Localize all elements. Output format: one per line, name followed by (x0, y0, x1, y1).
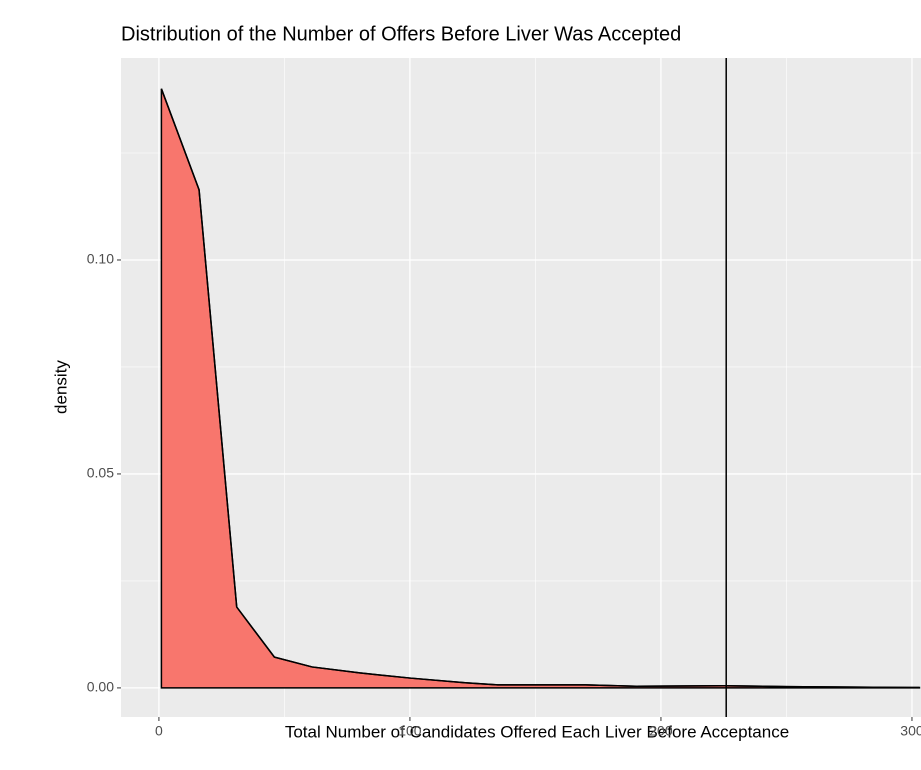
x-tick-label: 0 (155, 723, 163, 739)
density-line (160, 88, 920, 689)
x-tick-label: 100 (398, 723, 422, 739)
x-tick-label: 300 (900, 723, 921, 739)
panel (121, 58, 921, 717)
chart-title: Distribution of the Number of Offers Bef… (121, 23, 681, 45)
y-tick-label: 0.05 (87, 465, 114, 481)
x-axis-label: Total Number of Candidates Offered Each … (285, 722, 789, 741)
y-tick-label: 0.10 (87, 251, 114, 267)
y-axis-label: density (51, 360, 70, 414)
x-tick-label: 200 (649, 723, 673, 739)
y-tick-label: 0.00 (87, 679, 114, 695)
